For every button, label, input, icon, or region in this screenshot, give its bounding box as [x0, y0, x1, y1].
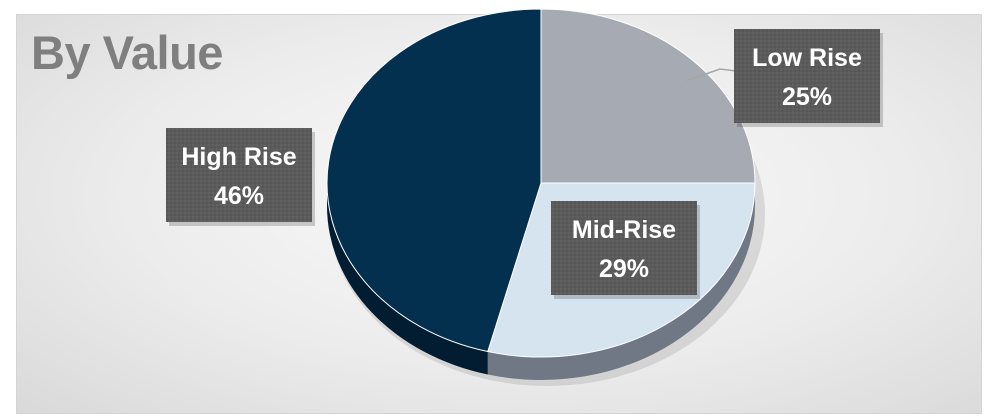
data-label-value-mid-rise: 29%: [599, 255, 649, 283]
slice-high-rise: [326, 8, 542, 353]
data-label-box: [551, 201, 697, 295]
data-label-low-rise: Low Rise 25%: [734, 29, 883, 127]
pie-sides: [327, 183, 755, 380]
data-label-mid-rise: Mid-Rise 29%: [551, 201, 700, 299]
leader-lines: [685, 68, 737, 82]
data-labels: Low Rise 25% Mid-Rise 29% High Rise 46%: [166, 29, 883, 299]
slice-side-high-rise: [327, 183, 488, 375]
data-label-category-low-rise: Low Rise: [752, 44, 862, 72]
data-label-value-low-rise: 25%: [782, 83, 832, 111]
chart-title: By Value: [31, 26, 223, 79]
data-label-high-rise: High Rise 46%: [166, 128, 315, 226]
slice-low-rise: [540, 8, 756, 184]
data-label-category-mid-rise: Mid-Rise: [572, 216, 676, 244]
data-label-box: [734, 29, 880, 123]
leader-line-low-rise: [685, 68, 737, 82]
data-label-box: [166, 128, 312, 222]
pie-slices: [326, 8, 756, 358]
data-label-category-high-rise: High Rise: [181, 143, 296, 171]
slice-side-mid-rise: [487, 183, 755, 380]
data-label-value-high-rise: 46%: [214, 182, 264, 210]
